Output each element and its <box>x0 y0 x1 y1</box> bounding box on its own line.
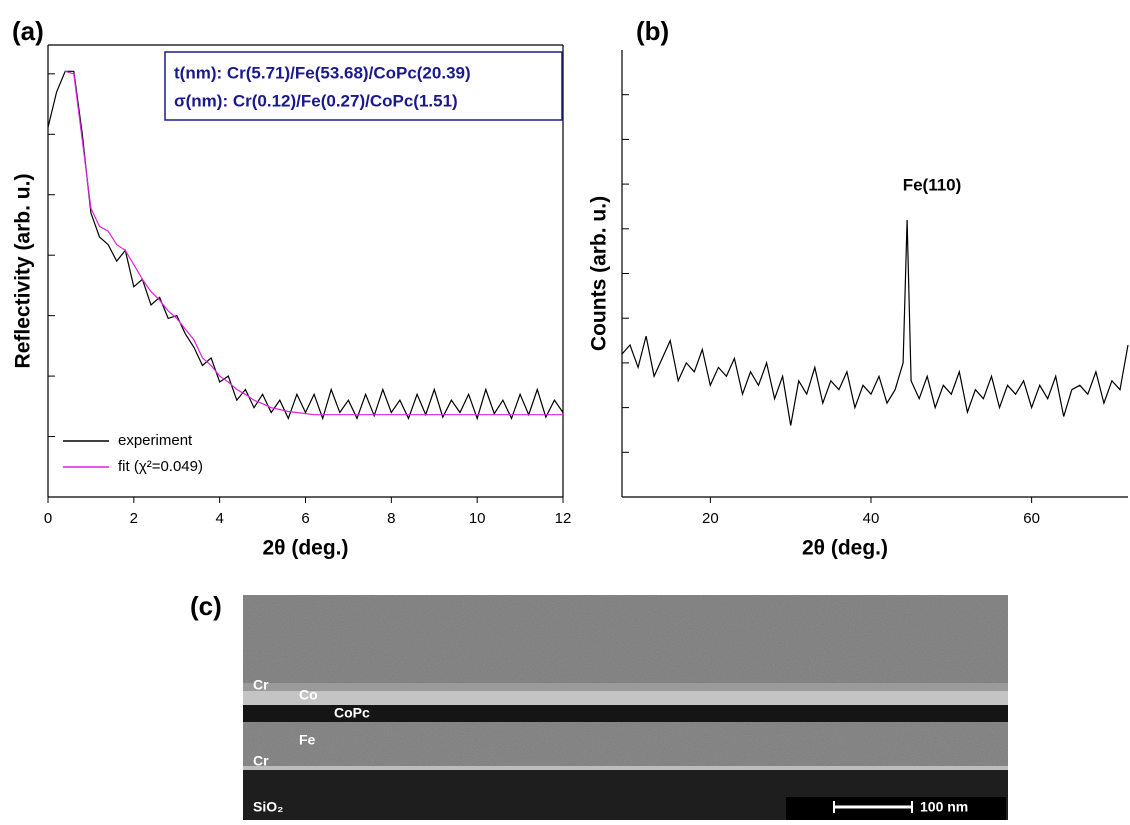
x-tick-label: 60 <box>1023 510 1040 527</box>
y-axis-label: Reflectivity (arb. u.) <box>12 174 35 369</box>
layer-label: Co <box>299 687 318 703</box>
layer-label: CoPc <box>334 705 370 721</box>
layer-label: Fe <box>299 732 316 748</box>
x-tick-label: 0 <box>44 510 52 527</box>
x-axis-label: 2θ (deg.) <box>802 537 888 560</box>
annotation: Fe(110) <box>903 175 962 194</box>
panel-label: (b) <box>636 16 669 46</box>
annotation: σ(nm): Cr(0.12)/Fe(0.27)/CoPc(1.51) <box>174 91 458 110</box>
layer-label: SiO₂ <box>253 799 283 815</box>
chart: 0 2 4 6 8 10 12 experiment fit (χ²=0.049) t(nm): … <box>12 16 572 560</box>
layer-label: Cr <box>253 677 269 693</box>
copc-layer <box>243 705 1008 722</box>
panel-label: (c) <box>190 591 222 621</box>
x-tick-label: 4 <box>215 510 223 527</box>
legend-label: fit (χ²=0.049) <box>118 458 203 475</box>
chart: 20 40 60 Fe(110) (b) 2θ (deg.) Counts (arb. u.… <box>588 16 1129 560</box>
cr-top-layer <box>243 683 1008 691</box>
x-tick-label: 20 <box>702 510 719 527</box>
series-line <box>621 219 1129 426</box>
fe-layer <box>243 722 1008 766</box>
annotation-box <box>164 51 563 121</box>
x-axis-label: 2θ (deg.) <box>262 537 348 560</box>
x-tick-label: 40 <box>863 510 880 527</box>
series-line <box>47 70 564 421</box>
micrograph: 100 nm Cr Co CoPc Fe Cr SiO₂ (c) <box>190 591 1008 820</box>
legend-label: experiment <box>118 432 193 449</box>
annotation: t(nm): Cr(5.71)/Fe(53.68)/CoPc(20.39) <box>174 63 471 82</box>
cr-bottom-layer <box>243 766 1008 770</box>
x-tick-label: 6 <box>301 510 309 527</box>
scale-bar-label: 100 nm <box>920 799 968 815</box>
co-layer <box>243 691 1008 705</box>
x-tick-label: 2 <box>130 510 138 527</box>
x-tick-label: 12 <box>555 510 572 527</box>
x-tick-label: 8 <box>387 510 395 527</box>
y-axis-label: Counts (arb. u.) <box>588 196 611 351</box>
capping-layer <box>243 595 1008 685</box>
layer-label: Cr <box>253 753 269 769</box>
series-line <box>65 70 563 416</box>
x-tick-label: 10 <box>469 510 486 527</box>
panel-label: (a) <box>12 16 44 46</box>
